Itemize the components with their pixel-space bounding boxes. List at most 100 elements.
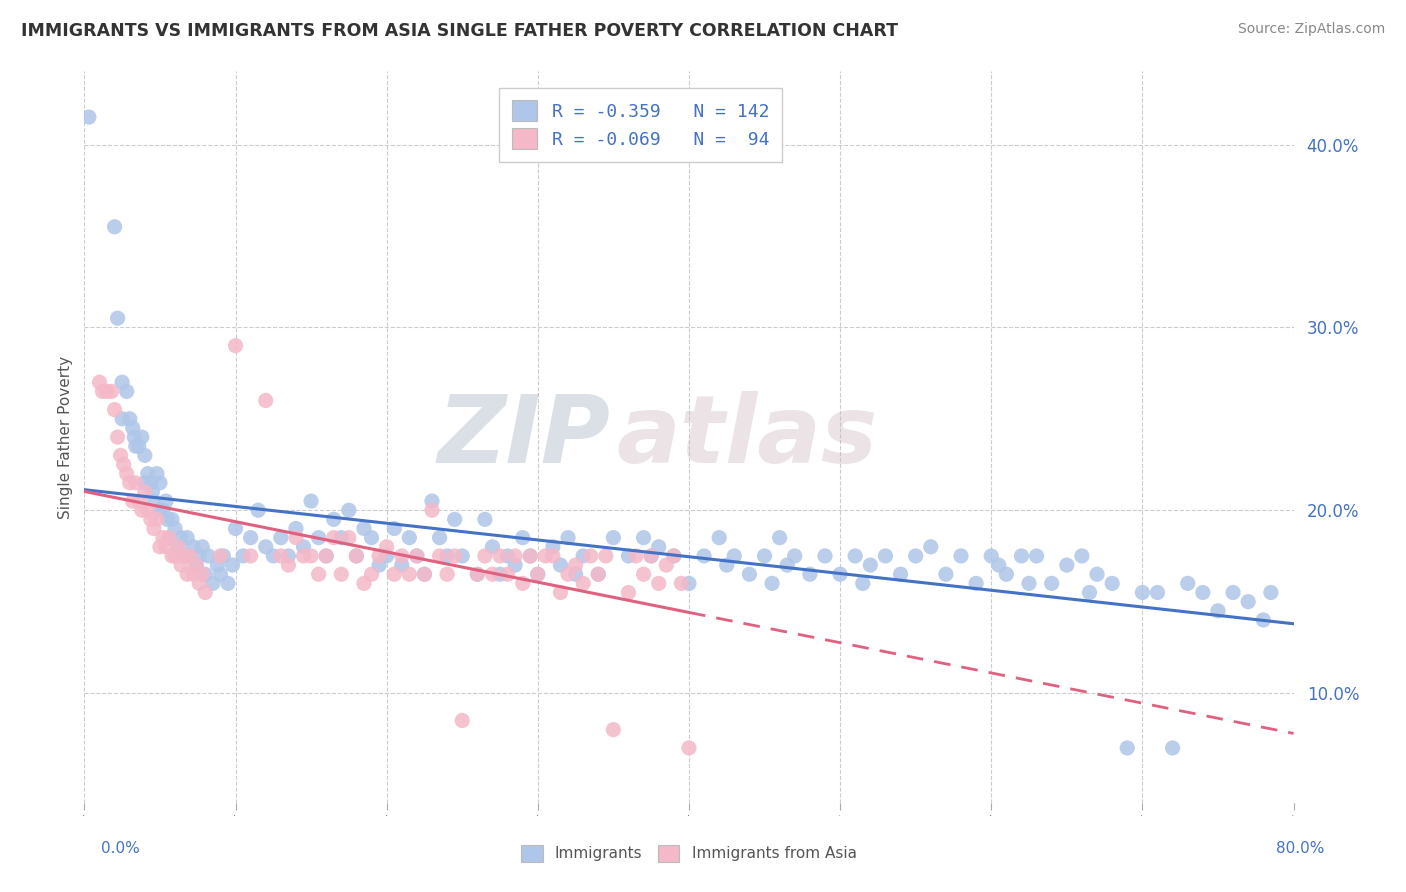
Point bbox=[239, 531, 262, 545]
Point bbox=[716, 558, 738, 573]
Point bbox=[368, 549, 391, 563]
Point bbox=[77, 110, 100, 124]
Point bbox=[262, 549, 284, 563]
Point bbox=[633, 567, 655, 582]
Point bbox=[155, 494, 177, 508]
Point bbox=[1085, 567, 1108, 582]
Point bbox=[131, 430, 153, 444]
Point bbox=[602, 723, 624, 737]
Point bbox=[322, 512, 344, 526]
Point bbox=[904, 549, 927, 563]
Point bbox=[640, 549, 662, 563]
Point bbox=[165, 549, 187, 563]
Point bbox=[640, 549, 662, 563]
Point bbox=[115, 384, 138, 399]
Point bbox=[1260, 585, 1282, 599]
Point bbox=[382, 567, 405, 582]
Point bbox=[96, 384, 118, 399]
Point bbox=[489, 549, 512, 563]
Point bbox=[179, 549, 201, 563]
Point bbox=[496, 549, 519, 563]
Point bbox=[503, 558, 526, 573]
Point bbox=[391, 549, 413, 563]
Point bbox=[1161, 740, 1184, 755]
Point bbox=[239, 549, 262, 563]
Point bbox=[875, 549, 897, 563]
Point bbox=[662, 549, 685, 563]
Point bbox=[156, 512, 179, 526]
Point bbox=[1177, 576, 1199, 591]
Point bbox=[134, 448, 156, 462]
Point bbox=[602, 531, 624, 545]
Point bbox=[950, 549, 973, 563]
Point bbox=[429, 531, 451, 545]
Point bbox=[176, 531, 198, 545]
Point bbox=[481, 540, 503, 554]
Point bbox=[980, 549, 1002, 563]
Point bbox=[443, 549, 465, 563]
Point bbox=[1025, 549, 1047, 563]
Point bbox=[179, 549, 201, 563]
Point bbox=[125, 439, 148, 453]
Point bbox=[247, 503, 270, 517]
Point bbox=[112, 458, 135, 472]
Point bbox=[181, 567, 204, 582]
Point bbox=[648, 540, 671, 554]
Point bbox=[191, 567, 214, 582]
Point bbox=[285, 531, 308, 545]
Point bbox=[104, 219, 127, 234]
Point bbox=[201, 576, 224, 591]
Point bbox=[315, 549, 337, 563]
Point bbox=[481, 567, 503, 582]
Point bbox=[188, 576, 211, 591]
Point bbox=[965, 576, 987, 591]
Point bbox=[353, 521, 375, 535]
Point bbox=[1056, 558, 1078, 573]
Point bbox=[519, 549, 541, 563]
Point bbox=[1237, 594, 1260, 608]
Point bbox=[330, 567, 353, 582]
Point bbox=[225, 339, 247, 353]
Point bbox=[181, 540, 204, 554]
Point bbox=[170, 558, 193, 573]
Point bbox=[920, 540, 942, 554]
Point bbox=[451, 549, 474, 563]
Point bbox=[1101, 576, 1123, 591]
Point bbox=[136, 467, 159, 481]
Point bbox=[413, 567, 436, 582]
Point bbox=[776, 558, 799, 573]
Point bbox=[709, 531, 731, 545]
Point bbox=[550, 585, 572, 599]
Point bbox=[176, 567, 198, 582]
Point bbox=[859, 558, 882, 573]
Point bbox=[391, 558, 413, 573]
Point bbox=[157, 531, 180, 545]
Point bbox=[173, 549, 195, 563]
Point bbox=[814, 549, 837, 563]
Point bbox=[322, 531, 344, 545]
Point bbox=[292, 540, 315, 554]
Point bbox=[207, 558, 229, 573]
Point bbox=[353, 576, 375, 591]
Point bbox=[443, 512, 465, 526]
Point bbox=[197, 549, 219, 563]
Point bbox=[512, 531, 534, 545]
Point bbox=[436, 567, 458, 582]
Point bbox=[111, 375, 134, 389]
Point bbox=[1192, 585, 1215, 599]
Point bbox=[270, 531, 292, 545]
Point bbox=[128, 494, 150, 508]
Point bbox=[467, 567, 489, 582]
Point bbox=[987, 558, 1010, 573]
Point bbox=[299, 549, 322, 563]
Point bbox=[572, 576, 595, 591]
Point bbox=[588, 567, 610, 582]
Point bbox=[489, 567, 512, 582]
Point bbox=[337, 503, 360, 517]
Legend: R = -0.359   N = 142, R = -0.069   N =  94: R = -0.359 N = 142, R = -0.069 N = 94 bbox=[499, 87, 782, 162]
Point bbox=[346, 549, 368, 563]
Point bbox=[330, 531, 353, 545]
Point bbox=[474, 512, 496, 526]
Point bbox=[617, 585, 640, 599]
Point bbox=[157, 531, 180, 545]
